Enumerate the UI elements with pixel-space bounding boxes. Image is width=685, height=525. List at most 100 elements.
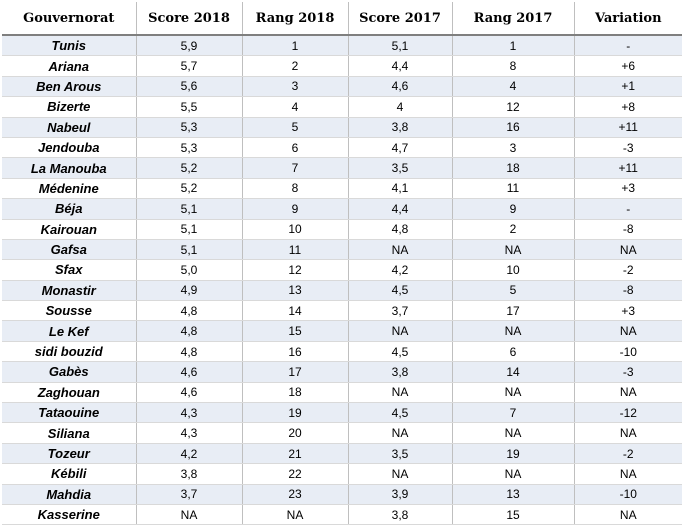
cell-score-2017: 3,8 bbox=[347, 117, 452, 138]
cell-rang-2018: 3 bbox=[241, 76, 348, 98]
cell-score-2017: 4,4 bbox=[347, 198, 452, 220]
cell-variation: NA bbox=[573, 422, 682, 444]
cell-gouvernorat: Monastir bbox=[2, 280, 136, 302]
cell-rang-2018: 10 bbox=[241, 219, 348, 240]
cell-rang-2017: 4 bbox=[451, 76, 574, 98]
cell-variation: -2 bbox=[573, 259, 682, 281]
cell-gouvernorat: Médenine bbox=[2, 178, 136, 200]
cell-gouvernorat: Sfax bbox=[2, 259, 136, 281]
cell-score-2018: 5,6 bbox=[135, 76, 242, 98]
cell-gouvernorat: Ariana bbox=[2, 55, 136, 77]
cell-score-2018: 4,2 bbox=[135, 443, 242, 465]
cell-score-2017: 4,6 bbox=[347, 76, 452, 98]
cell-rang-2017: NA bbox=[451, 422, 574, 444]
cell-gouvernorat: Le Kef bbox=[2, 320, 136, 342]
cell-score-2017: 4,5 bbox=[347, 280, 452, 302]
cell-gouvernorat: Mahdia bbox=[2, 484, 136, 505]
cell-score-2017: 3,8 bbox=[347, 361, 452, 383]
cell-score-2017: 4 bbox=[347, 96, 452, 118]
cell-rang-2018: 9 bbox=[241, 198, 348, 220]
cell-rang-2017: NA bbox=[451, 382, 574, 404]
cell-score-2017: 4,4 bbox=[347, 55, 452, 77]
cell-rang-2017: 5 bbox=[451, 280, 574, 302]
cell-gouvernorat: Tozeur bbox=[2, 443, 136, 465]
cell-score-2018: 5,5 bbox=[135, 96, 242, 118]
header-rang-2017: Rang 2017 bbox=[451, 2, 574, 36]
cell-rang-2017: 9 bbox=[451, 198, 574, 220]
cell-rang-2018: 11 bbox=[241, 239, 348, 261]
cell-score-2017: NA bbox=[347, 320, 452, 342]
table-row: Ben Arous 5,6 3 4,6 4 +1 bbox=[2, 76, 682, 98]
cell-rang-2017: 11 bbox=[451, 178, 574, 200]
table-row: Gafsa 5,1 11 NA NA NA bbox=[2, 239, 682, 261]
cell-rang-2018: 1 bbox=[241, 35, 348, 57]
cell-variation: NA bbox=[573, 239, 682, 261]
table-row: Béja 5,1 9 4,4 9- bbox=[2, 198, 682, 220]
cell-score-2018: 5,1 bbox=[135, 239, 242, 261]
cell-gouvernorat: Nabeul bbox=[2, 117, 136, 138]
cell-variation: -10 bbox=[573, 341, 682, 363]
table-row: Tunis 5,9 1 5,1 1- bbox=[2, 35, 682, 57]
cell-variation: -3 bbox=[573, 361, 682, 383]
cell-gouvernorat: Ben Arous bbox=[2, 76, 136, 98]
cell-variation: +8 bbox=[573, 96, 682, 118]
cell-rang-2017: NA bbox=[451, 463, 574, 485]
cell-rang-2017: 2 bbox=[451, 219, 574, 240]
cell-rang-2017: NA bbox=[451, 320, 574, 342]
table-row: Sfax 5,0 12 4,2 10 -2 bbox=[2, 259, 682, 281]
cell-gouvernorat: Kairouan bbox=[2, 219, 136, 240]
cell-rang-2018: 15 bbox=[241, 320, 348, 342]
table-body: Tunis 5,9 1 5,1 1- Ariana 5,7 2 4,4 8 +6 Ben Arous 5… bbox=[2, 35, 682, 525]
cell-rang-2018: 14 bbox=[241, 300, 348, 322]
cell-rang-2018: 23 bbox=[241, 484, 348, 505]
header-variation: Variation bbox=[573, 2, 682, 36]
cell-rang-2018: 16 bbox=[241, 341, 348, 363]
table-row: Kébili 3,8 22 NA NA NA bbox=[2, 463, 682, 485]
table-row: Bizerte 5,5 4 4 12 +8 bbox=[2, 96, 682, 118]
cell-rang-2017: 6 bbox=[451, 341, 574, 363]
cell-variation: -2 bbox=[573, 443, 682, 465]
cell-gouvernorat: Tunis bbox=[2, 35, 136, 57]
cell-score-2018: 5,3 bbox=[135, 137, 242, 159]
cell-variation: +3 bbox=[573, 300, 682, 322]
cell-rang-2018: 18 bbox=[241, 382, 348, 404]
cell-score-2018: 5,9 bbox=[135, 35, 242, 57]
table-row: Médenine 5,2 8 4,1 11 +3 bbox=[2, 178, 682, 200]
cell-score-2017: NA bbox=[347, 239, 452, 261]
cell-score-2017: 3,7 bbox=[347, 300, 452, 322]
header-score-2017: Score 2017 bbox=[347, 2, 452, 36]
cell-rang-2017: 10 bbox=[451, 259, 574, 281]
cell-variation: +11 bbox=[573, 117, 682, 138]
table-row: Tataouine 4,3 19 4,5 7 -12 bbox=[2, 402, 682, 424]
cell-rang-2018: 17 bbox=[241, 361, 348, 383]
table-row: La Manouba 5,2 7 3,5 18 +11 bbox=[2, 157, 682, 179]
cell-gouvernorat: sidi bouzid bbox=[2, 341, 136, 363]
cell-rang-2018: 4 bbox=[241, 96, 348, 118]
cell-score-2018: 5,0 bbox=[135, 259, 242, 281]
cell-score-2018: 3,8 bbox=[135, 463, 242, 485]
cell-variation: -8 bbox=[573, 219, 682, 240]
cell-rang-2018: 12 bbox=[241, 259, 348, 281]
cell-score-2018: 4,8 bbox=[135, 300, 242, 322]
table-row: sidi bouzid 4,8 16 4,5 6 -10 bbox=[2, 341, 682, 363]
cell-score-2018: 4,3 bbox=[135, 402, 242, 424]
cell-rang-2017: 7 bbox=[451, 402, 574, 424]
cell-rang-2018: 8 bbox=[241, 178, 348, 200]
cell-gouvernorat: Béja bbox=[2, 198, 136, 220]
cell-rang-2017: 12 bbox=[451, 96, 574, 118]
cell-score-2017: 4,5 bbox=[347, 402, 452, 424]
cell-rang-2018: 6 bbox=[241, 137, 348, 159]
cell-score-2018: 5,1 bbox=[135, 219, 242, 240]
cell-rang-2018: 22 bbox=[241, 463, 348, 485]
cell-score-2017: 4,5 bbox=[347, 341, 452, 363]
cell-gouvernorat: Siliana bbox=[2, 422, 136, 444]
cell-rang-2017: 14 bbox=[451, 361, 574, 383]
cell-score-2018: NA bbox=[135, 504, 242, 525]
cell-gouvernorat: Gabès bbox=[2, 361, 136, 383]
cell-rang-2017: NA bbox=[451, 239, 574, 261]
table-row: Kairouan 5,1 10 4,8 2 -8 bbox=[2, 219, 682, 240]
cell-rang-2017: 3 bbox=[451, 137, 574, 159]
cell-rang-2017: 16 bbox=[451, 117, 574, 138]
